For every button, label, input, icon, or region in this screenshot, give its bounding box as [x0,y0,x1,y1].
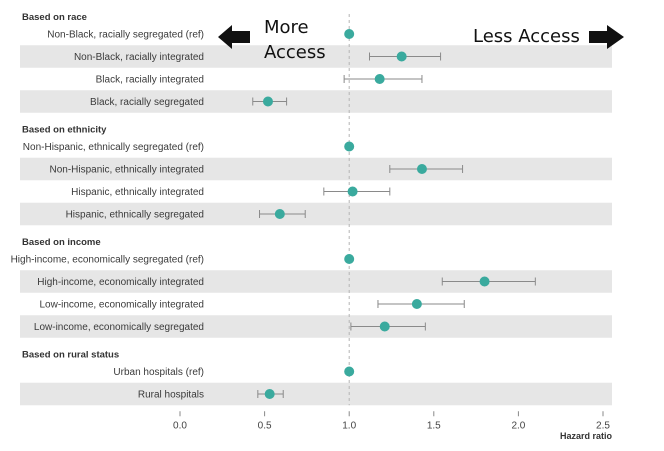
hazard-ratio-point [344,141,355,152]
row-band [20,202,612,226]
more-access-annotation: More Access [218,17,326,63]
hazard-ratio-point [479,276,490,287]
less-access-label: Less Access [473,26,580,47]
data-marks [252,29,536,399]
row-label: Low-income, economically integrated [39,300,204,311]
row-label: Non-Black, racially integrated [74,52,204,63]
hazard-ratio-point [344,366,355,377]
row-label: Urban hospitals (ref) [113,367,204,378]
hazard-ratio-point [274,209,285,219]
row-band [20,45,612,68]
row-label: Black, racially segregated [90,97,204,108]
group-title: Based on ethnicity [22,125,107,136]
row-label: High-income, economically integrated [37,277,204,288]
row-band [20,315,612,338]
hazard-ratio-point [262,96,273,107]
row-label: Hispanic, ethnically integrated [71,187,204,198]
more-access-label: More [264,17,309,38]
x-tick-label: 2.0 [511,420,525,431]
left-arrow-icon [218,25,250,49]
x-tick-label: 1.0 [342,420,356,431]
group-title: Based on rural status [22,350,119,361]
x-axis-ticks: 0.0 0.5 1.0 1.5 2.0 2.5 [173,411,610,431]
row-label: High-income, economically segregated (re… [11,255,204,266]
hazard-ratio-point [416,164,427,174]
row-label: Non-Hispanic, ethnically integrated [49,165,204,176]
hazard-ratio-point [411,299,422,309]
group-title: Based on race [22,12,87,23]
row-label: Non-Hispanic, ethnically segregated (ref… [23,142,204,153]
row-labels: Based on race Non-Black, racially segrega… [11,12,204,401]
row-bands [20,45,612,406]
hazard-ratio-point [264,389,275,399]
row-band [20,270,612,293]
x-axis-label: Hazard ratio [560,431,613,441]
hazard-ratio-point [396,51,407,62]
row-label: Non-Black, racially segregated (ref) [47,30,204,41]
right-arrow-icon [589,25,624,49]
row-band [20,382,612,406]
hazard-ratio-point [379,321,390,332]
x-tick-label: 2.5 [596,420,610,431]
x-tick-label: 0.0 [173,420,187,431]
row-label: Rural hospitals [138,390,204,401]
row-label: Black, racially integrated [96,75,204,86]
row-label: Hispanic, ethnically segregated [66,210,204,221]
less-access-annotation: Less Access [473,25,624,49]
more-access-label-2: Access [264,42,326,63]
row-label: Low-income, economically segregated [34,322,204,333]
hazard-ratio-point [344,29,355,39]
hazard-ratio-point [374,74,385,84]
x-tick-label: 1.5 [427,420,441,431]
row-band [20,90,612,113]
hazard-ratio-point [344,254,355,264]
group-title: Based on income [22,237,101,248]
row-band [20,157,612,181]
hazard-ratio-point [347,186,358,197]
x-tick-label: 0.5 [258,420,272,431]
